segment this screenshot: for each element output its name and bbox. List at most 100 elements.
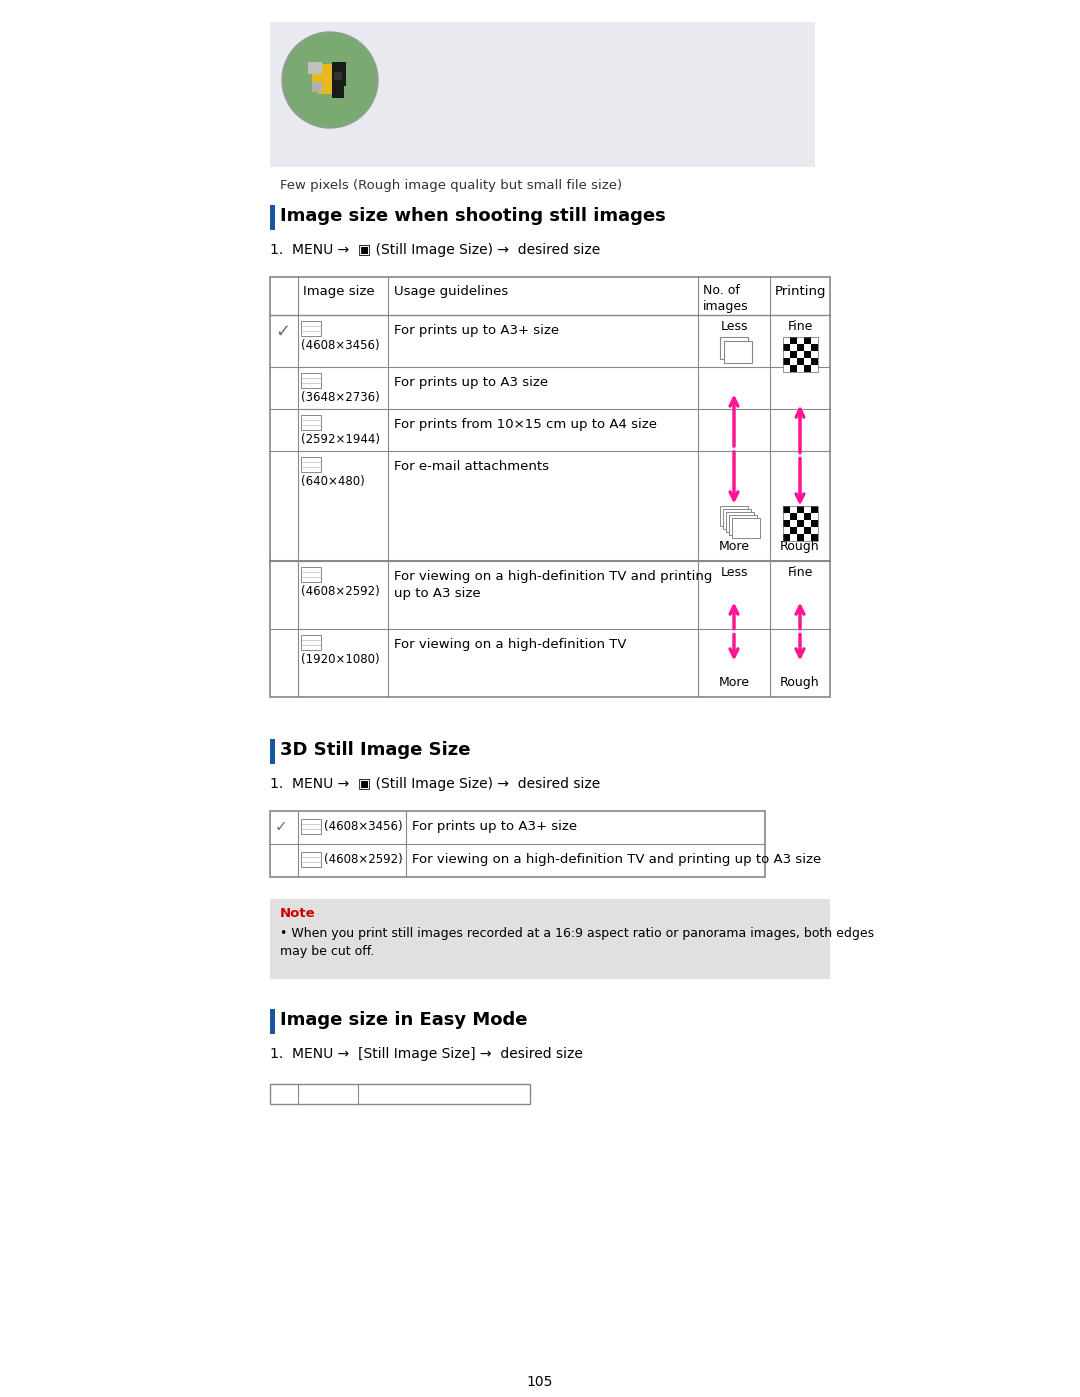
Text: Less: Less [720, 320, 747, 332]
Bar [797, 365, 804, 372]
Text: (2592×1944): (2592×1944) [301, 433, 380, 446]
Bar [318, 84, 336, 94]
Bar [783, 520, 789, 527]
Bar [301, 636, 321, 650]
Bar [783, 358, 789, 365]
Circle shape [282, 32, 378, 129]
Text: (4608×3456): (4608×3456) [324, 820, 403, 833]
Bar [301, 373, 321, 388]
Bar [301, 321, 321, 337]
Bar [270, 277, 831, 697]
Text: 1.  MENU →  ▣ (Still Image Size) →  desired size: 1. MENU → ▣ (Still Image Size) → desired… [270, 777, 600, 791]
Text: For prints up to A3 size: For prints up to A3 size [394, 376, 549, 388]
Bar [783, 337, 818, 372]
Bar [783, 527, 789, 534]
Bar [810, 527, 818, 534]
Bar [797, 520, 804, 527]
Bar [804, 365, 810, 372]
Bar [332, 84, 345, 98]
Bar [270, 22, 815, 168]
Text: (4608×2592): (4608×2592) [301, 585, 380, 598]
Bar [783, 351, 789, 358]
Bar [720, 506, 748, 527]
Text: 1.  MENU →  ▣ (Still Image Size) →  desired size: 1. MENU → ▣ (Still Image Size) → desired… [270, 243, 600, 257]
Bar [308, 61, 322, 74]
Bar [783, 513, 789, 520]
Bar [723, 509, 751, 529]
Bar [810, 506, 818, 513]
Bar [797, 344, 804, 351]
Bar [729, 515, 757, 535]
Bar [783, 337, 789, 344]
Bar [270, 205, 275, 231]
Bar [789, 534, 797, 541]
Text: For viewing on a high-definition TV and printing
up to A3 size: For viewing on a high-definition TV and … [394, 570, 713, 599]
Bar [783, 534, 789, 541]
Text: Note: Note [280, 907, 315, 921]
Text: No. of
images: No. of images [703, 284, 748, 313]
Bar [810, 351, 818, 358]
Bar [789, 520, 797, 527]
Text: 1.  MENU →  [Still Image Size] →  desired size: 1. MENU → [Still Image Size] → desired s… [270, 1046, 583, 1060]
Bar [797, 534, 804, 541]
Text: Rough: Rough [780, 676, 820, 689]
Bar [301, 819, 321, 834]
Text: • When you print still images recorded at a 16:9 aspect ratio or panorama images: • When you print still images recorded a… [280, 928, 874, 958]
Text: Image size when shooting still images: Image size when shooting still images [280, 207, 665, 225]
Bar [301, 567, 321, 583]
Text: (4608×3456): (4608×3456) [301, 339, 380, 352]
Bar [797, 527, 804, 534]
Text: Image size: Image size [303, 285, 375, 298]
Bar [804, 513, 810, 520]
Bar [797, 337, 804, 344]
Bar [810, 534, 818, 541]
Text: Less: Less [720, 566, 747, 578]
Bar [810, 344, 818, 351]
Bar [724, 341, 752, 363]
Bar [789, 358, 797, 365]
Bar [810, 513, 818, 520]
Bar [789, 365, 797, 372]
Bar [726, 511, 754, 532]
Text: For prints from 10×15 cm up to A4 size: For prints from 10×15 cm up to A4 size [394, 418, 657, 432]
Text: 3D Still Image Size: 3D Still Image Size [280, 740, 471, 759]
Bar [789, 527, 797, 534]
Text: More: More [718, 541, 750, 553]
Bar [797, 506, 804, 513]
Text: Printing: Printing [775, 285, 826, 298]
Bar [732, 518, 760, 538]
Bar [810, 337, 818, 344]
Text: (640×480): (640×480) [301, 475, 365, 488]
Bar [797, 513, 804, 520]
Bar [804, 344, 810, 351]
Bar [783, 344, 789, 351]
Bar [789, 337, 797, 344]
Bar [804, 520, 810, 527]
Bar [804, 358, 810, 365]
Text: For e-mail attachments: For e-mail attachments [394, 460, 549, 474]
Bar [301, 457, 321, 472]
Bar [804, 337, 810, 344]
Text: Fine: Fine [787, 566, 812, 578]
Bar [789, 513, 797, 520]
Text: For prints up to A3+ size: For prints up to A3+ size [411, 820, 577, 833]
Bar [301, 852, 321, 868]
Text: For viewing on a high-definition TV and printing up to A3 size: For viewing on a high-definition TV and … [411, 854, 821, 866]
Text: (4608×2592): (4608×2592) [324, 854, 403, 866]
Text: Rough: Rough [780, 541, 820, 553]
Bar [804, 506, 810, 513]
Text: Usage guidelines: Usage guidelines [394, 285, 509, 298]
Bar [312, 82, 322, 92]
Bar [783, 365, 789, 372]
Bar [270, 1084, 530, 1104]
Text: (1920×1080): (1920×1080) [301, 652, 380, 666]
Bar [804, 351, 810, 358]
Bar [789, 506, 797, 513]
Bar [797, 358, 804, 365]
Text: 105: 105 [527, 1375, 553, 1389]
Text: Fine: Fine [787, 320, 812, 332]
Text: ✓: ✓ [275, 819, 287, 834]
Text: Few pixels (Rough image quality but small file size): Few pixels (Rough image quality but smal… [280, 179, 622, 191]
Bar [789, 351, 797, 358]
Text: (3648×2736): (3648×2736) [301, 391, 380, 404]
